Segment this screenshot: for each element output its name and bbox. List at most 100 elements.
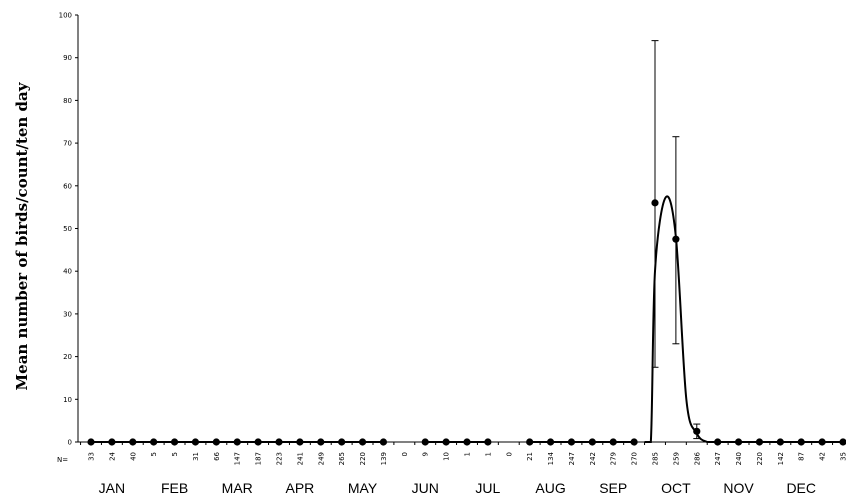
data-point <box>463 438 471 446</box>
data-point <box>609 438 617 446</box>
series-peak-curve <box>644 195 718 443</box>
month-label: SEP <box>599 480 627 496</box>
data-point <box>651 199 659 207</box>
n-value-label: 285 <box>652 452 660 465</box>
n-value-label: 220 <box>359 452 367 465</box>
axes <box>77 15 845 445</box>
data-point <box>233 438 241 446</box>
y-tick-label: 40 <box>63 268 72 276</box>
data-point <box>776 438 784 446</box>
n-value-label: 247 <box>568 452 576 465</box>
y-axis-label: Mean number of birds/count/ten day <box>13 81 31 390</box>
data-point <box>839 438 846 446</box>
y-tick-label: 60 <box>63 182 72 190</box>
y-tick-label: 30 <box>63 310 72 318</box>
data-point <box>275 438 283 446</box>
n-value-label: 0 <box>505 452 513 456</box>
data-point <box>338 438 346 446</box>
n-labels: N= 33 24 40 5 5 31 66 147 187 223 241 249 265 220 139 0 9… <box>57 451 846 465</box>
y-tick-label: 80 <box>63 97 72 105</box>
n-value-label: 33 <box>88 452 96 461</box>
month-label: AUG <box>535 480 565 496</box>
n-value-label: 220 <box>756 452 764 465</box>
data-point <box>693 427 701 435</box>
month-labels: JAN FEB MAR APR MAY JUN JUL AUG SEP OCT NOV DEC <box>99 480 816 496</box>
y-tick-label: 0 <box>68 439 72 447</box>
month-label: FEB <box>161 480 188 496</box>
data-point <box>442 438 450 446</box>
n-value-label: 21 <box>526 452 534 461</box>
data-point <box>191 438 200 446</box>
month-label: MAR <box>222 480 253 496</box>
data-point <box>108 438 116 446</box>
y-ticks: 0 10 20 30 40 50 60 70 80 90 100 <box>59 12 78 447</box>
n-value-label: 247 <box>714 452 722 465</box>
n-value-label: 147 <box>234 452 242 465</box>
n-value-label: 1 <box>464 452 472 456</box>
data-point <box>546 438 555 446</box>
data-point <box>129 438 137 446</box>
n-value-label: 286 <box>693 451 701 465</box>
data-point <box>317 438 325 446</box>
month-label: MAY <box>348 480 378 496</box>
data-point <box>630 438 638 446</box>
data-point <box>818 438 826 446</box>
y-tick-label: 10 <box>63 396 72 404</box>
month-label: JUN <box>412 480 439 496</box>
n-value-label: 5 <box>150 452 158 456</box>
data-point <box>526 438 534 446</box>
n-value-label: 249 <box>317 452 325 465</box>
y-tick-label: 20 <box>63 353 72 361</box>
n-value-label: 35 <box>840 452 846 461</box>
data-point <box>755 438 764 446</box>
data-point <box>484 438 492 446</box>
n-value-label: 134 <box>547 451 555 465</box>
month-label: JAN <box>99 480 125 496</box>
n-value-label: 142 <box>777 452 785 465</box>
data-point <box>714 438 722 446</box>
month-label: NOV <box>723 480 754 496</box>
data-point <box>379 438 388 446</box>
month-label: JUL <box>475 480 500 496</box>
y-tick-label: 50 <box>63 225 72 233</box>
y-tick-label: 90 <box>63 54 72 62</box>
data-point <box>567 438 576 446</box>
data-point <box>87 438 95 446</box>
y-tick-label: 70 <box>63 140 72 148</box>
month-label: DEC <box>786 480 816 496</box>
n-value-label: 1 <box>484 452 492 456</box>
n-value-label: 265 <box>338 452 346 465</box>
n-value-label: 66 <box>213 451 221 460</box>
n-value-label: 223 <box>276 452 284 465</box>
n-value-label: 42 <box>819 452 827 461</box>
n-value-label: 31 <box>192 452 200 461</box>
data-point <box>734 438 743 446</box>
series-curve-group <box>91 195 843 443</box>
n-value-label: 5 <box>171 452 179 456</box>
n-value-label: 242 <box>589 452 597 465</box>
y-tick-label: 100 <box>59 12 72 20</box>
n-value-label: 40 <box>129 452 137 461</box>
data-point <box>588 438 596 446</box>
n-value-label: 9 <box>422 452 430 456</box>
n-label: N= <box>57 456 68 464</box>
data-point <box>170 438 179 446</box>
n-value-label: 240 <box>735 452 743 465</box>
y-axis-label-group: Mean number of birds/count/ten day <box>13 81 31 390</box>
data-points <box>87 199 846 446</box>
n-value-label: 0 <box>401 452 409 456</box>
data-point <box>672 235 680 243</box>
n-value-label: 259 <box>672 452 680 465</box>
data-point <box>296 438 304 446</box>
n-value-label: 270 <box>631 452 639 465</box>
n-value-label: 187 <box>255 452 263 465</box>
n-value-label: 10 <box>443 452 451 461</box>
n-value-label: 24 <box>108 451 116 460</box>
month-label: OCT <box>661 480 691 496</box>
data-point <box>421 438 429 446</box>
n-value-label: 279 <box>610 452 618 465</box>
month-label: APR <box>285 480 314 496</box>
data-point <box>358 438 367 446</box>
